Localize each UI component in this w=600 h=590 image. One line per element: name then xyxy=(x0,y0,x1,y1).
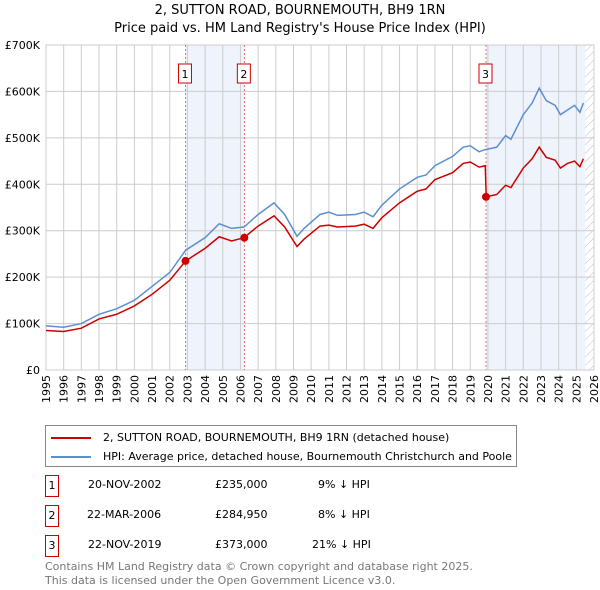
sale-price: £284,950 xyxy=(215,508,268,521)
x-tick-label: 2019 xyxy=(464,375,477,403)
x-tick-label: 2003 xyxy=(181,375,194,403)
sale-label: 1 xyxy=(181,68,188,81)
plot-border xyxy=(45,44,595,371)
sale-date: 20-NOV-2002 xyxy=(88,478,162,491)
footer-copyright: Contains HM Land Registry data © Crown c… xyxy=(45,560,473,573)
sale-label: 3 xyxy=(482,68,489,81)
plot-area: 1995 1996 1997 1998 1999 2000 2001 2002 2003 2004… xyxy=(5,39,600,403)
sale-date: 22-NOV-2019 xyxy=(88,538,162,551)
y-tick-label: £100K xyxy=(5,318,41,331)
legend-item-property: 2, SUTTON ROAD, BOURNEMOUTH, BH9 1RN (de… xyxy=(46,431,449,444)
sale-row: 3 22-NOV-2019 £373,000 21% ↓ HPI xyxy=(45,535,445,557)
legend-label: 2, SUTTON ROAD, BOURNEMOUTH, BH9 1RN (de… xyxy=(103,431,450,444)
x-tick-label: 2005 xyxy=(217,375,230,403)
sale-label-box xyxy=(236,63,251,84)
x-tick-label: 2010 xyxy=(305,375,318,403)
footer-licence: This data is licensed under the Open Gov… xyxy=(45,574,396,587)
sale-price: £235,000 xyxy=(215,478,268,491)
forecast-hatch xyxy=(585,45,594,370)
x-tick-label: 2000 xyxy=(128,375,141,403)
sale-label-box xyxy=(177,63,192,84)
x-tick-label: 2023 xyxy=(535,375,548,403)
x-tick-label: 2012 xyxy=(341,375,354,403)
x-tick-label: 2015 xyxy=(394,375,407,403)
price-paid-line xyxy=(45,145,585,333)
y-tick-label: £500K xyxy=(5,132,41,145)
y-tick-label: £0 xyxy=(26,364,40,377)
legend-swatch-blue xyxy=(51,455,91,458)
sale-badge: 1 xyxy=(45,475,59,497)
x-tick-label: 1995 xyxy=(40,375,53,403)
x-tick-label: 2004 xyxy=(199,375,212,403)
x-tick-label: 2025 xyxy=(570,375,583,403)
x-tick-label: 2007 xyxy=(252,375,265,403)
sale-label-box xyxy=(478,63,493,84)
sale-row: 2 22-MAR-2006 £284,950 8% ↓ HPI xyxy=(45,505,445,527)
legend-swatch-red xyxy=(51,436,91,439)
sale-point xyxy=(240,233,249,242)
y-tick-label: £200K xyxy=(5,271,41,284)
legend-item-hpi: HPI: Average price, detached house, Bour… xyxy=(46,450,512,463)
sale-point xyxy=(181,256,190,265)
x-tick-label: 2002 xyxy=(164,375,177,403)
x-tick-label: 2020 xyxy=(482,375,495,403)
x-tick-label: 2013 xyxy=(358,375,371,403)
x-tick-label: 2011 xyxy=(323,375,336,403)
sale-price: £373,000 xyxy=(215,538,268,551)
legend: 2, SUTTON ROAD, BOURNEMOUTH, BH9 1RN (de… xyxy=(45,425,517,467)
x-tick-label: 1999 xyxy=(111,375,124,403)
x-tick-label: 1997 xyxy=(75,375,88,403)
x-tick-label: 2014 xyxy=(376,375,389,403)
sale-hpi: 8% ↓ HPI xyxy=(318,508,370,521)
sale-badge: 2 xyxy=(45,505,59,527)
x-tick-label: 2021 xyxy=(500,375,513,403)
x-tick-label: 2018 xyxy=(447,375,460,403)
x-tick-label: 2001 xyxy=(146,375,159,403)
sale-hpi: 21% ↓ HPI xyxy=(312,538,371,551)
sale-badge: 3 xyxy=(45,535,59,557)
chart-title: 2, SUTTON ROAD, BOURNEMOUTH, BH9 1RN xyxy=(154,3,446,18)
shaded-region xyxy=(485,45,586,370)
x-tick-label: 2016 xyxy=(411,375,424,403)
x-tick-label: 2017 xyxy=(429,375,442,403)
x-tick-label: 2006 xyxy=(234,375,247,403)
sale-row: 1 20-NOV-2002 £235,000 9% ↓ HPI xyxy=(45,475,445,497)
sale-label: 2 xyxy=(240,68,247,81)
y-tick-label: £400K xyxy=(5,178,41,191)
chart-subtitle: Price paid vs. HM Land Registry's House … xyxy=(114,21,486,36)
y-tick-label: £700K xyxy=(5,39,41,52)
x-tick-label: 1996 xyxy=(58,375,71,403)
shaded-region xyxy=(185,45,245,370)
sale-hpi: 9% ↓ HPI xyxy=(318,478,370,491)
x-tick-label: 2008 xyxy=(270,375,283,403)
sale-date: 22-MAR-2006 xyxy=(87,508,162,521)
x-tick-label: 2026 xyxy=(588,375,600,403)
sale-point xyxy=(481,192,490,201)
y-tick-label: £300K xyxy=(5,225,41,238)
x-tick-label: 2022 xyxy=(517,375,530,403)
x-tick-label: 1998 xyxy=(93,375,106,403)
x-tick-label: 2009 xyxy=(287,375,300,403)
y-tick-label: £600K xyxy=(5,85,41,98)
x-tick-label: 2024 xyxy=(553,375,566,403)
hpi-line xyxy=(45,86,585,329)
legend-label: HPI: Average price, detached house, Bour… xyxy=(103,450,512,463)
